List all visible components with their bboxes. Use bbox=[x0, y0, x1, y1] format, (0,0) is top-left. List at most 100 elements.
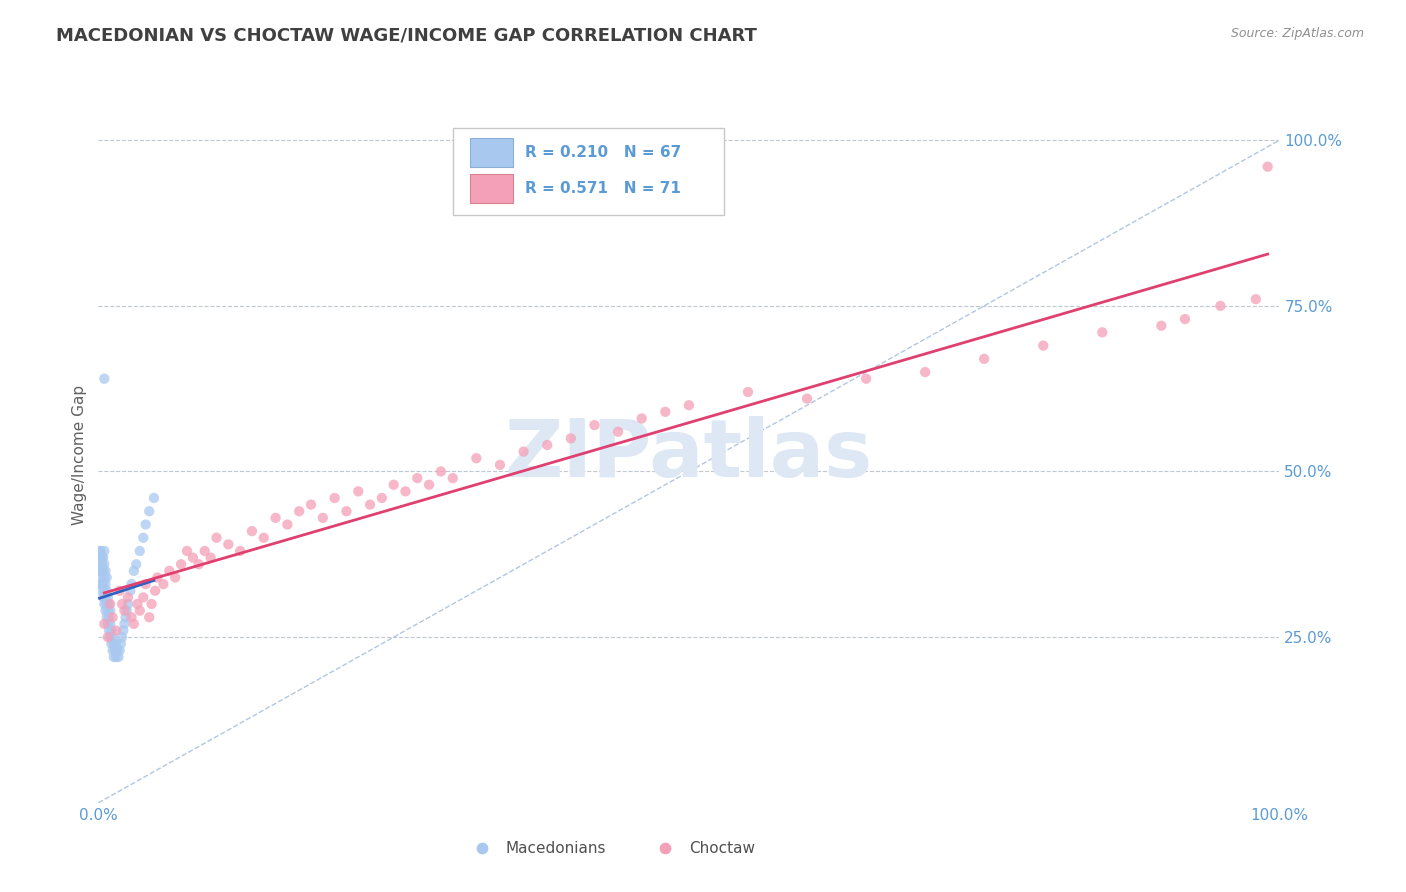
Point bbox=[89, 564, 111, 578]
Point bbox=[91, 550, 114, 565]
Point bbox=[973, 351, 995, 366]
Point bbox=[108, 643, 131, 657]
Point bbox=[371, 491, 394, 505]
Point bbox=[796, 392, 818, 406]
Point bbox=[157, 564, 180, 578]
Point bbox=[105, 650, 128, 665]
Point bbox=[93, 597, 115, 611]
Point bbox=[418, 477, 440, 491]
Point bbox=[253, 531, 276, 545]
Point bbox=[630, 411, 652, 425]
Point bbox=[100, 637, 122, 651]
Point bbox=[240, 524, 263, 538]
Point bbox=[89, 544, 111, 558]
Point bbox=[98, 630, 121, 644]
Point bbox=[107, 650, 129, 665]
Point bbox=[176, 544, 198, 558]
Point bbox=[465, 451, 488, 466]
Point bbox=[654, 405, 676, 419]
Point bbox=[1244, 292, 1267, 306]
Point bbox=[121, 610, 143, 624]
Point bbox=[152, 577, 174, 591]
Point bbox=[111, 597, 134, 611]
Point bbox=[103, 650, 125, 665]
Point bbox=[170, 558, 193, 572]
Point bbox=[112, 624, 135, 638]
Point bbox=[98, 610, 121, 624]
Point bbox=[91, 591, 114, 605]
Point bbox=[93, 570, 115, 584]
Point bbox=[512, 444, 534, 458]
Point bbox=[288, 504, 311, 518]
Point bbox=[93, 558, 115, 572]
Point bbox=[217, 537, 239, 551]
Point bbox=[101, 643, 124, 657]
Point bbox=[96, 610, 118, 624]
Point bbox=[127, 597, 149, 611]
Point bbox=[98, 616, 121, 631]
Point bbox=[94, 577, 117, 591]
Point bbox=[97, 604, 120, 618]
Point bbox=[101, 610, 124, 624]
Point bbox=[91, 577, 114, 591]
Point bbox=[323, 491, 346, 505]
Point bbox=[96, 583, 118, 598]
Point bbox=[94, 604, 117, 618]
Point bbox=[406, 471, 429, 485]
Point bbox=[91, 577, 114, 591]
Point bbox=[111, 630, 134, 644]
Point bbox=[187, 558, 209, 572]
Point bbox=[1257, 160, 1279, 174]
Point bbox=[125, 558, 148, 572]
Point bbox=[205, 531, 228, 545]
Point bbox=[112, 616, 135, 631]
Point bbox=[90, 570, 112, 584]
Point bbox=[312, 511, 335, 525]
Point bbox=[394, 484, 416, 499]
Point bbox=[138, 610, 160, 624]
Point bbox=[103, 637, 125, 651]
Point bbox=[430, 465, 453, 479]
Point bbox=[128, 604, 150, 618]
Point bbox=[489, 458, 512, 472]
Point bbox=[678, 398, 700, 412]
Point bbox=[90, 544, 112, 558]
Point bbox=[91, 564, 114, 578]
Point bbox=[914, 365, 936, 379]
Point bbox=[441, 471, 464, 485]
Point bbox=[98, 604, 121, 618]
Point bbox=[165, 570, 187, 584]
Point bbox=[117, 597, 139, 611]
Point bbox=[97, 616, 120, 631]
Point bbox=[89, 550, 111, 565]
Point bbox=[93, 372, 115, 386]
Y-axis label: Wage/Income Gap: Wage/Income Gap bbox=[72, 384, 87, 525]
FancyBboxPatch shape bbox=[453, 128, 724, 215]
Point bbox=[117, 591, 139, 605]
Text: Source: ZipAtlas.com: Source: ZipAtlas.com bbox=[1230, 27, 1364, 40]
Point bbox=[114, 610, 136, 624]
Point bbox=[141, 597, 163, 611]
Point bbox=[229, 544, 252, 558]
Point bbox=[115, 604, 138, 618]
Point bbox=[97, 630, 120, 644]
Point bbox=[607, 425, 630, 439]
Text: ZIPatlas: ZIPatlas bbox=[505, 416, 873, 494]
Point bbox=[536, 438, 558, 452]
Point bbox=[471, 838, 494, 853]
Point bbox=[143, 583, 166, 598]
Point bbox=[105, 637, 128, 651]
Point bbox=[105, 624, 128, 638]
Point bbox=[90, 577, 112, 591]
Point bbox=[91, 564, 114, 578]
Point bbox=[276, 517, 298, 532]
Point bbox=[146, 570, 169, 584]
Point bbox=[96, 570, 118, 584]
Point bbox=[200, 550, 222, 565]
Text: Choctaw: Choctaw bbox=[689, 840, 755, 855]
Point bbox=[142, 491, 165, 505]
Point bbox=[98, 624, 121, 638]
Point bbox=[359, 498, 381, 512]
Point bbox=[105, 643, 128, 657]
Point bbox=[135, 577, 157, 591]
